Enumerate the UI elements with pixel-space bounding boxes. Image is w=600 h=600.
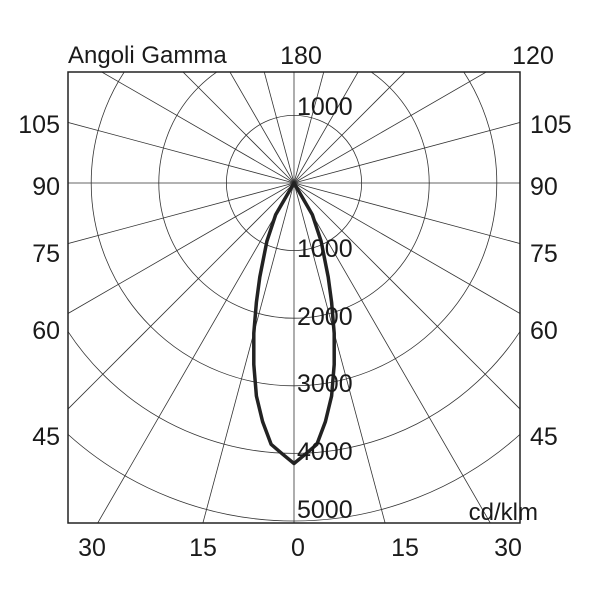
chart-title: Angoli Gamma [68, 42, 227, 69]
ring-label: 3000 [297, 370, 353, 398]
angle-label-left: 45 [32, 423, 60, 451]
grid-spoke [293, 72, 359, 184]
grid-spoke [97, 182, 295, 523]
grid-spoke [293, 122, 520, 184]
grid-spoke [100, 72, 295, 184]
angle-label-bottom: 15 [391, 534, 419, 562]
angle-label-right: 75 [530, 240, 558, 268]
angle-label-bottom: 30 [78, 534, 106, 562]
grid-spoke [293, 72, 406, 184]
ring-label: 1000 [297, 235, 353, 263]
grid-spoke [293, 72, 488, 184]
angle-label-bottom: 15 [189, 534, 217, 562]
grid-spoke [293, 182, 491, 523]
angle-label-right: 105 [530, 111, 572, 139]
unit-label: cd/klm [469, 499, 538, 526]
angle-label-bottom: 0 [291, 534, 305, 562]
grid-spoke [68, 182, 295, 410]
ring-label-upper: 1000 [297, 93, 353, 121]
angle-label-left: 75 [32, 240, 60, 268]
ring-label: 2000 [297, 303, 353, 331]
ring-label: 4000 [297, 438, 353, 466]
top-right-label: 120 [512, 42, 554, 70]
intensity-curve [252, 181, 336, 466]
grid-spoke [293, 182, 520, 410]
angle-label-right: 60 [530, 317, 558, 345]
grid-spoke [293, 182, 520, 314]
grid-spoke [202, 182, 295, 523]
ring-label: 5000 [297, 496, 353, 524]
grid-spoke [293, 182, 520, 244]
grid-spoke [263, 72, 295, 184]
top-center-label: 180 [280, 42, 322, 70]
grid-spoke [68, 182, 295, 244]
angle-label-right: 45 [530, 423, 558, 451]
grid-spoke [68, 122, 295, 184]
grid-spoke [293, 182, 386, 523]
angle-label-left: 90 [32, 173, 60, 201]
grid-spoke [229, 72, 295, 184]
angle-label-bottom: 30 [494, 534, 522, 562]
angle-label-left: 60 [32, 317, 60, 345]
grid-spoke [68, 182, 295, 314]
grid-spoke [293, 72, 325, 184]
plot-frame [67, 71, 521, 524]
angle-label-left: 105 [18, 111, 60, 139]
angle-label-right: 90 [530, 173, 558, 201]
grid-spoke [182, 72, 295, 184]
